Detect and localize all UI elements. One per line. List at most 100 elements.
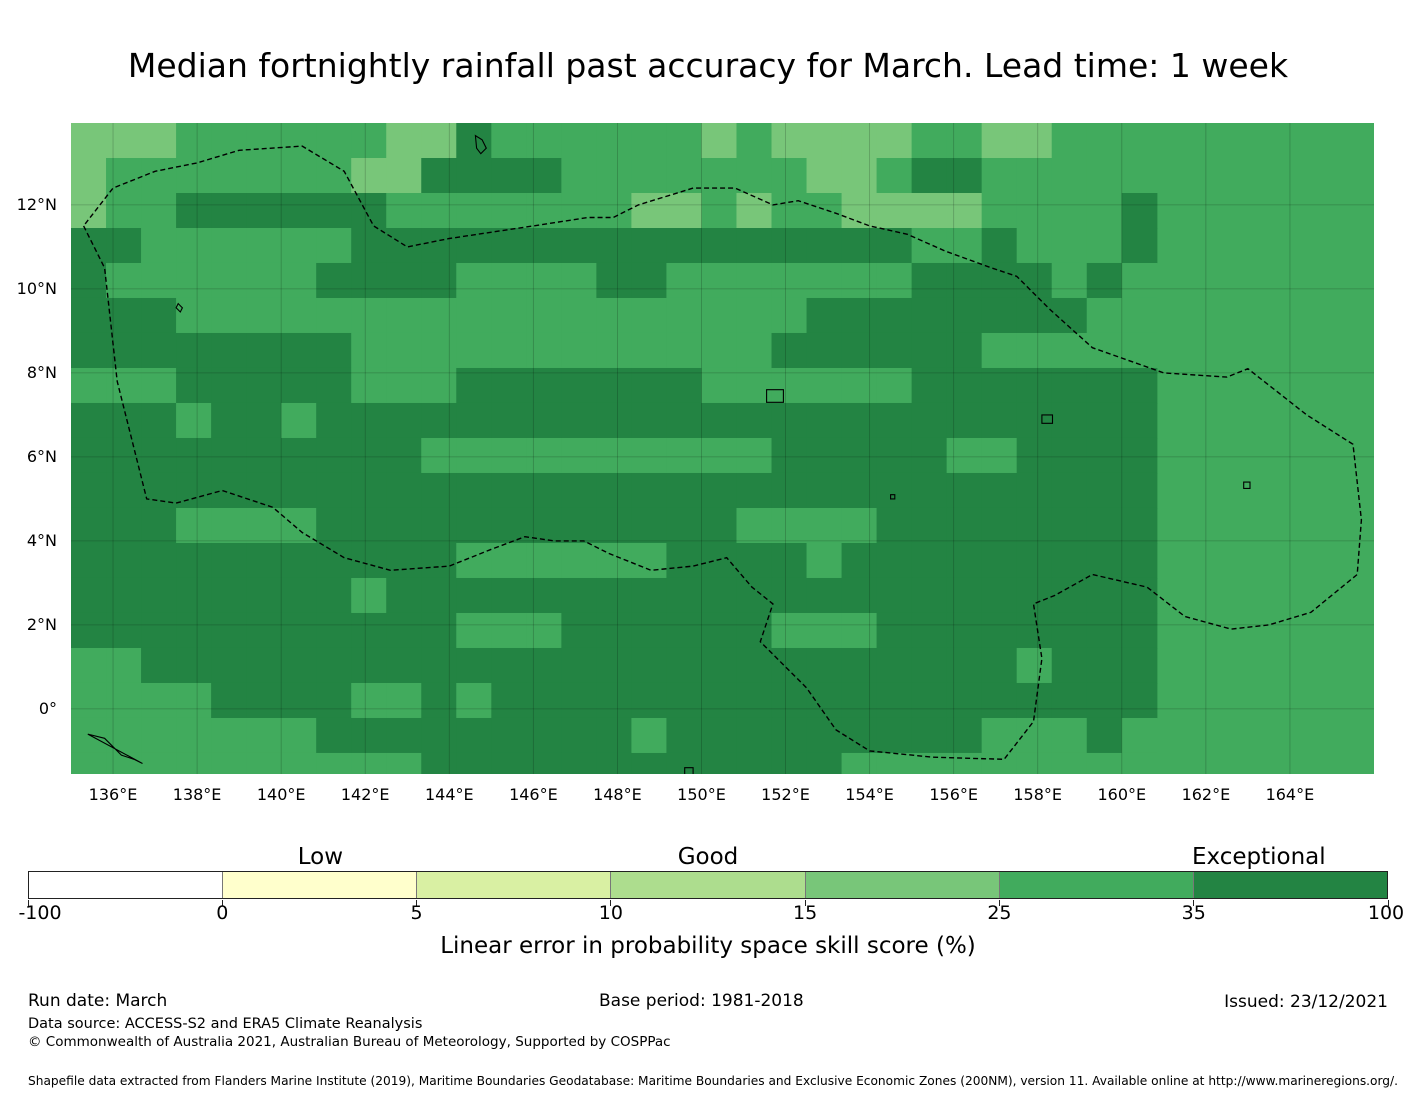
skill-cell (911, 228, 948, 264)
skill-cell (491, 612, 527, 649)
skill-cell (421, 228, 457, 264)
skill-cell (841, 612, 878, 649)
skill-cell (141, 542, 177, 579)
skill-cell (841, 402, 878, 439)
skill-cell (526, 367, 562, 404)
skill-cell (1016, 367, 1053, 404)
skill-cell (141, 158, 177, 194)
skill-cell (176, 577, 212, 614)
skill-cell (1016, 437, 1053, 474)
skill-cell (666, 332, 703, 369)
skill-cell (736, 402, 773, 439)
skill-cell (71, 402, 107, 439)
skill-cell (736, 193, 773, 229)
skill-cell (1086, 367, 1123, 404)
skill-cell (736, 717, 773, 754)
skill-cell (106, 262, 142, 299)
skill-cell (141, 472, 177, 509)
skill-cell (456, 262, 492, 299)
skill-cell (246, 717, 282, 754)
skill-cell (631, 297, 668, 334)
skill-cell (246, 542, 282, 579)
skill-cell (1086, 682, 1123, 719)
skill-cell (351, 297, 387, 334)
skill-cell (211, 123, 247, 159)
skill-cell (106, 612, 142, 649)
skill-cell (1086, 717, 1123, 754)
skill-cell (526, 577, 562, 614)
skill-cell (1016, 158, 1053, 194)
skill-cell (561, 507, 597, 544)
skill-cell (981, 193, 1018, 229)
skill-cell (246, 402, 282, 439)
map-canvas[interactable] (71, 123, 1374, 774)
skill-cell (421, 577, 457, 614)
skill-cell (736, 472, 773, 509)
skill-cell (421, 193, 457, 229)
skill-cell (596, 402, 633, 439)
skill-cell (106, 228, 142, 264)
skill-cell (561, 367, 597, 404)
skill-cell (841, 332, 878, 369)
skill-cell (1051, 647, 1088, 684)
skill-cell (841, 367, 878, 404)
skill-cell (876, 612, 913, 649)
colorbar-tick-label: 25 (987, 902, 1012, 924)
skill-cell (736, 158, 773, 194)
skill-cell (561, 158, 597, 194)
skill-cell (1051, 158, 1088, 194)
data-source: Data source: ACCESS-S2 and ERA5 Climate … (28, 1016, 423, 1032)
skill-cell (456, 193, 492, 229)
skill-cell (1051, 542, 1088, 579)
skill-cell (211, 542, 247, 579)
skill-cell (246, 297, 282, 334)
skill-cell (736, 297, 773, 334)
skill-cell (911, 158, 948, 194)
skill-cell (596, 472, 633, 509)
skill-cell (421, 402, 457, 439)
skill-cell (456, 717, 492, 754)
skill-cell (911, 367, 948, 404)
skill-cell (806, 577, 843, 614)
skill-cell (1051, 262, 1088, 299)
skill-cell (876, 542, 913, 579)
skill-cell (316, 717, 352, 754)
skill-cell (806, 402, 843, 439)
skill-cell (246, 332, 282, 369)
skill-cell (981, 297, 1018, 334)
skill-cell (911, 577, 948, 614)
skill-cell (351, 612, 387, 649)
skill-cell (491, 682, 527, 719)
skill-cell (841, 507, 878, 544)
skill-cell (141, 752, 177, 774)
skill-cell (246, 437, 282, 474)
skill-cell (981, 542, 1018, 579)
skill-cell (281, 262, 317, 299)
skill-cell (386, 297, 422, 334)
skill-cell (701, 612, 738, 649)
skill-cell (351, 647, 387, 684)
skill-cell (841, 472, 878, 509)
skill-cell (631, 158, 668, 194)
skill-cell (316, 437, 352, 474)
skill-cell (806, 228, 843, 264)
skill-cell (176, 717, 212, 754)
skill-cell (1121, 507, 1158, 544)
skill-cell (71, 332, 107, 369)
skill-cell (246, 262, 282, 299)
skill-cell (141, 402, 177, 439)
island-pohnpei (1041, 414, 1054, 424)
skill-cell (946, 472, 983, 509)
skill-cell (771, 297, 808, 334)
skill-cell (1086, 542, 1123, 579)
skill-cell (596, 507, 633, 544)
skill-cell (771, 437, 808, 474)
skill-cell (736, 507, 773, 544)
skill-score-map[interactable] (71, 123, 1374, 774)
skill-cell (351, 472, 387, 509)
skill-cell (1051, 577, 1088, 614)
skill-cell (491, 507, 527, 544)
skill-cell (876, 158, 913, 194)
island-islet-2 (684, 767, 694, 774)
skill-cell (911, 123, 948, 159)
